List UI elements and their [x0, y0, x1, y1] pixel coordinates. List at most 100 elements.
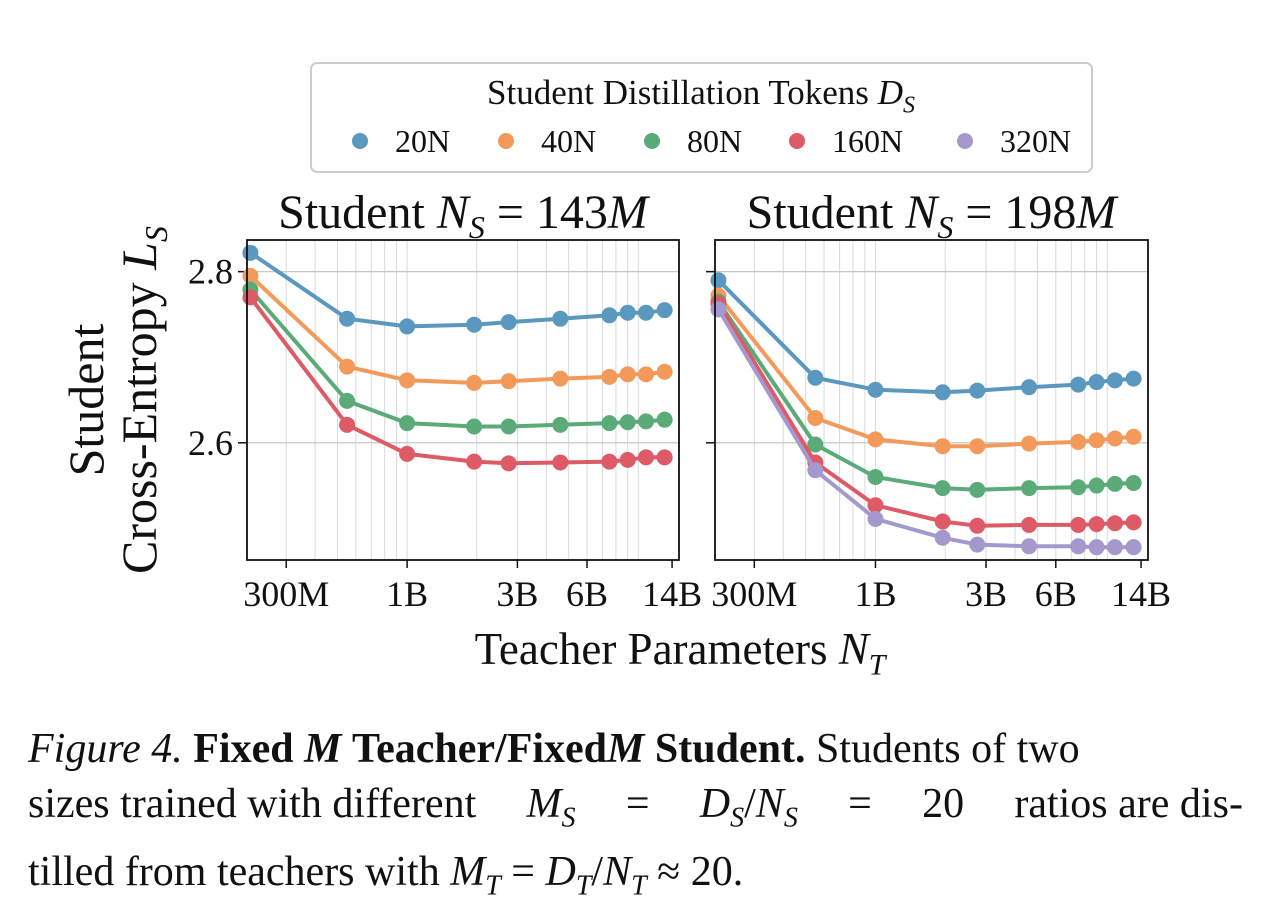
panel-2-series-40n-point: [807, 409, 824, 426]
chart-svg: Student Distillation Tokens DS 20N 40N 80N 1…: [58, 62, 1171, 682]
panel-1-xtick-label: 6B: [566, 574, 608, 614]
panel-2-series-160n-point: [969, 517, 986, 534]
panel-1-series-40n-line: [249, 274, 665, 385]
caption-bold-m1: M: [304, 726, 342, 772]
panel-1-series-20n-line: [249, 251, 665, 329]
panel-1-series-20n-point: [619, 304, 636, 321]
panel-1-series-40n-point: [638, 366, 655, 383]
panel-2-series-320n-point: [1125, 539, 1142, 556]
panel-1-series-40n-point: [466, 374, 483, 391]
panel-1-series-160n-point: [399, 445, 416, 462]
legend-label-160n: 160N: [832, 123, 903, 159]
panel-2-series-160n-line: [716, 302, 1134, 528]
caption-bold-m2: M: [607, 726, 645, 772]
panel-2-series-20n-point: [1106, 372, 1123, 389]
panel-1-series-80n-point: [601, 415, 618, 432]
panel-1-series-160n-point: [638, 449, 655, 466]
panel-1-series-160n-line: [248, 296, 665, 466]
panel-1-xtick-label: 14B: [642, 574, 702, 614]
panel-2-series-80n-point: [969, 481, 986, 498]
panel-2-series-40n-point: [1070, 433, 1087, 450]
panel-1-series-40n-point: [339, 358, 356, 375]
panel-2-series-320n-point: [867, 510, 884, 527]
caption-text-2: sizes trained with different: [28, 781, 477, 827]
panel-2-xtick-label: 6B: [1035, 574, 1077, 614]
panel-1-series-20n-point: [638, 304, 655, 321]
panel-1-series-160n-point: [466, 453, 483, 470]
panel-2-series-80n-line: [716, 300, 1134, 492]
panel-1-series-80n-point: [339, 392, 356, 409]
panel-1-ytick-label: 2.6: [188, 423, 233, 463]
panel-1-series-80n-point: [399, 415, 416, 432]
panel-2-series-20n-point: [1021, 379, 1038, 396]
panel-2-xtick-label: 3B: [965, 574, 1007, 614]
legend-marker-80n: [644, 133, 660, 149]
panel-2-series-40n-point: [934, 438, 951, 455]
legend-label-20n: 20N: [395, 123, 450, 159]
caption-eq-1: =: [625, 781, 650, 827]
panel-1-series-80n-point: [466, 418, 483, 435]
caption-approx: ≈: [657, 849, 681, 896]
panel-2-series-320n-point: [1088, 539, 1105, 556]
panel-2-series-320n-point: [807, 462, 824, 479]
panel-2-series-80n-point: [1125, 474, 1142, 491]
panel-2-series-20n-point: [969, 382, 986, 399]
caption-math-mt: MT: [450, 849, 501, 902]
caption-text-4: tilled from teachers with: [28, 849, 440, 896]
panel-1-series-80n-point: [552, 416, 569, 433]
caption-num-2: 20.: [690, 849, 744, 896]
panel-1-series-20n-point: [339, 310, 356, 327]
panel-2-series-320n-point: [1106, 539, 1123, 556]
panel-1-series-20n-point: [399, 318, 416, 335]
y-axis-label-line-2: Cross-Entropy LS: [111, 226, 174, 574]
panel-2-series-320n-point: [1070, 538, 1087, 555]
caption-math-ds-ns: DS/NS: [699, 781, 798, 834]
panel-1-series-80n-point: [619, 414, 636, 431]
panel-1-series-160n-point: [500, 455, 517, 472]
caption-math-ms: MS: [526, 781, 576, 834]
caption-line-3: tilled from teachers with MT = DT/NT ≈ 2…: [28, 845, 1243, 913]
caption-math-dt-nt: DT/NT: [545, 849, 647, 902]
panel-2-series-40n-point: [969, 438, 986, 455]
panel-1-xtick-label: 3B: [496, 574, 538, 614]
panel-1-series-160n-point: [242, 289, 259, 306]
panel-2-series-80n-point: [1070, 479, 1087, 496]
panel-2-series-320n-point: [934, 529, 951, 546]
panel-2-series-160n-point: [1021, 516, 1038, 533]
panel-2-series-20n-point: [710, 272, 727, 289]
panel-2-series-40n-point: [1021, 435, 1038, 452]
caption-text-1: Students of two: [815, 726, 1080, 772]
caption-line-2: sizes trained with different MS = DS/NS …: [28, 777, 1243, 845]
panel-2-series-160n-point: [1125, 514, 1142, 531]
panel-1-xtick-label: 1B: [386, 574, 428, 614]
panel-1-series-20n-point: [242, 244, 259, 261]
panel-1-series-80n-point: [656, 411, 673, 428]
panel-2-series-160n-point: [934, 513, 951, 530]
panel-2-series-40n-point: [1125, 428, 1142, 445]
legend-marker-20n: [352, 133, 368, 149]
panel-1-series-40n-point: [552, 370, 569, 387]
caption-bold-2: Teacher/Fixed: [351, 726, 608, 772]
panel-1-series-160n-point: [552, 454, 569, 471]
legend-label-80n: 80N: [687, 123, 742, 159]
panel-2-xtick-label: 300M: [711, 574, 797, 614]
panel-2-series-20n-point: [1125, 370, 1142, 387]
panel-2-series-20n-point: [1070, 376, 1087, 393]
legend-marker-160n: [789, 133, 805, 149]
panel-2-series-20n-point: [867, 381, 884, 398]
y-axis-label-line-1: Student: [58, 324, 114, 477]
panel-2-series-160n-point: [1088, 516, 1105, 533]
panel-1-series-80n-point: [500, 418, 517, 435]
panel-1-series-40n-point: [601, 368, 618, 385]
panel-1-series-20n-point: [601, 307, 618, 324]
panel-1-title: Student NS = 143M: [278, 186, 651, 245]
legend-marker-320n: [957, 133, 973, 149]
x-axis-label: Teacher Parameters NT: [475, 624, 888, 682]
panel-2-series-20n-point: [807, 369, 824, 386]
panel-2-series-320n-point: [710, 301, 727, 318]
panel-1-series-40n-point: [656, 363, 673, 380]
figure: Student Distillation Tokens DS 20N 40N 80N 1…: [58, 62, 1171, 682]
panel-2-series-80n-point: [807, 436, 824, 453]
caption-num-1: 20: [922, 781, 965, 827]
panel-2-title: Student NS = 198M: [747, 186, 1120, 245]
